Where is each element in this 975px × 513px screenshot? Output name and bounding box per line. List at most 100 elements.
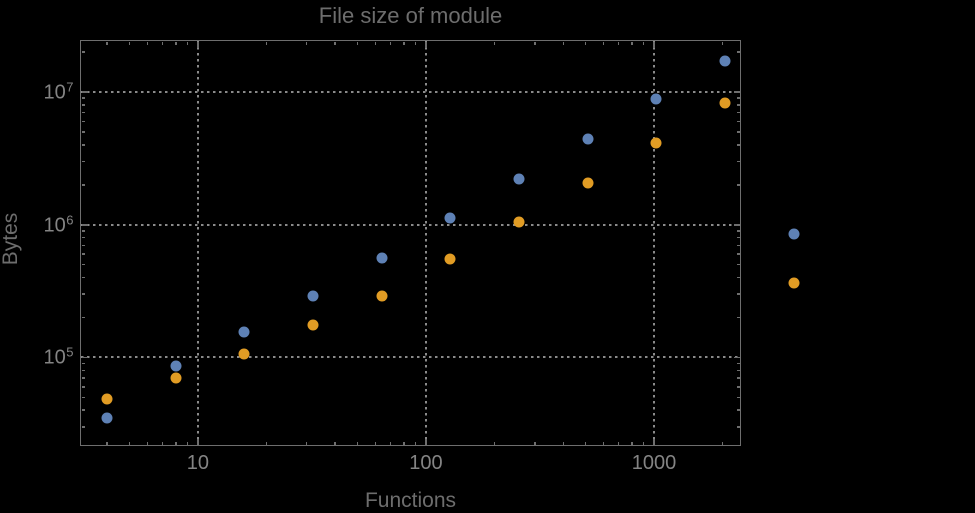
x-tick-bottom: [146, 441, 149, 445]
x-tick-top: [414, 41, 417, 45]
y-tick-left: [81, 369, 85, 372]
y-tick-right: [733, 224, 740, 226]
x-tick-bottom: [602, 441, 605, 445]
y-tick-left: [81, 144, 85, 146]
x-tick-bottom: [631, 441, 633, 445]
x-tick-bottom: [161, 441, 164, 445]
x-tick-top: [642, 41, 645, 45]
y-tick-label: 107: [43, 79, 74, 104]
data-point-blue-series: [582, 133, 594, 145]
x-tick-top: [161, 41, 164, 45]
data-point-blue-series: [101, 412, 113, 424]
x-tick-bottom: [197, 438, 199, 445]
y-tick-right: [736, 160, 740, 163]
y-tick-left: [81, 236, 85, 239]
gridline-horizontal: [81, 223, 740, 226]
y-tick-left: [81, 131, 85, 133]
y-tick-left: [81, 253, 85, 255]
y-tick-left: [81, 91, 88, 93]
x-tick-bottom: [128, 441, 131, 445]
data-point-orange-series: [307, 319, 319, 331]
y-tick-right: [736, 426, 740, 428]
x-tick-bottom: [425, 438, 427, 445]
data-point-orange-series: [513, 216, 525, 228]
x-tick-top: [186, 41, 189, 45]
y-tick-right: [736, 131, 740, 133]
y-tick-left: [81, 293, 85, 295]
data-point-blue-series: [307, 290, 319, 302]
data-point-blue-series: [444, 212, 456, 224]
y-tick-right: [736, 184, 740, 186]
y-tick-left: [81, 224, 88, 226]
x-tick-bottom: [414, 441, 417, 445]
y-tick-left: [81, 51, 85, 53]
data-point-blue-series: [376, 252, 388, 264]
y-tick-left: [81, 120, 85, 123]
x-tick-top: [631, 41, 633, 45]
y-tick-left: [81, 377, 85, 379]
data-point-orange-series: [582, 177, 594, 189]
y-tick-right: [736, 104, 740, 106]
x-tick-bottom: [403, 441, 405, 445]
gridline-vertical: [653, 41, 655, 445]
data-point-orange-series: [170, 372, 182, 384]
x-tick-bottom: [305, 441, 308, 445]
x-tick-label: 100: [409, 452, 443, 474]
x-tick-top: [175, 41, 177, 45]
y-tick-right: [736, 396, 740, 399]
y-tick-right: [736, 144, 740, 146]
data-point-blue-series: [513, 173, 525, 185]
x-tick-top: [334, 41, 336, 45]
x-tick-top: [305, 41, 308, 45]
y-tick-left: [81, 426, 85, 428]
x-tick-bottom: [562, 441, 564, 445]
x-tick-top: [534, 41, 536, 45]
x-tick-top: [197, 41, 199, 48]
data-point-blue-series: [650, 93, 662, 105]
x-tick-top: [425, 41, 427, 48]
plot-frame: [80, 40, 741, 446]
y-tick-left: [81, 104, 85, 106]
x-tick-top: [584, 41, 587, 45]
y-tick-right: [736, 386, 740, 388]
data-point-orange-series: [719, 97, 731, 109]
data-point-blue-series: [238, 326, 250, 338]
y-tick-right: [736, 111, 740, 114]
x-tick-bottom: [642, 441, 645, 445]
x-tick-bottom: [106, 441, 108, 445]
x-tick-bottom: [265, 441, 268, 445]
data-point-blue-series: [719, 55, 731, 67]
x-tick-top: [128, 41, 131, 45]
x-tick-top: [617, 41, 620, 45]
gridline-vertical: [424, 41, 427, 445]
y-tick-left: [81, 386, 85, 388]
y-tick-right: [736, 276, 740, 279]
x-tick-top: [602, 41, 605, 45]
data-point-orange-series: [444, 253, 456, 265]
x-tick-bottom: [493, 441, 496, 445]
y-tick-right: [736, 369, 740, 372]
y-tick-right: [736, 362, 740, 365]
y-tick-left: [81, 316, 85, 319]
y-tick-right: [736, 253, 740, 255]
chart-title: File size of module: [318, 3, 503, 28]
y-tick-right: [736, 293, 740, 295]
y-tick-right: [733, 91, 740, 93]
y-tick-right: [736, 51, 740, 53]
x-axis-label: Functions: [364, 489, 457, 512]
x-tick-top: [721, 41, 724, 45]
y-tick-left: [81, 244, 85, 247]
x-tick-top: [356, 41, 359, 45]
y-tick-right: [736, 230, 740, 232]
x-tick-top: [653, 41, 655, 48]
x-tick-bottom: [175, 441, 177, 445]
y-tick-left: [81, 97, 85, 99]
y-tick-label: 106: [43, 212, 74, 237]
x-tick-bottom: [186, 441, 189, 445]
x-tick-bottom: [584, 441, 587, 445]
data-point-blue-series: [788, 228, 800, 240]
y-tick-left: [81, 230, 85, 232]
x-tick-bottom: [617, 441, 620, 445]
x-tick-bottom: [334, 441, 336, 445]
